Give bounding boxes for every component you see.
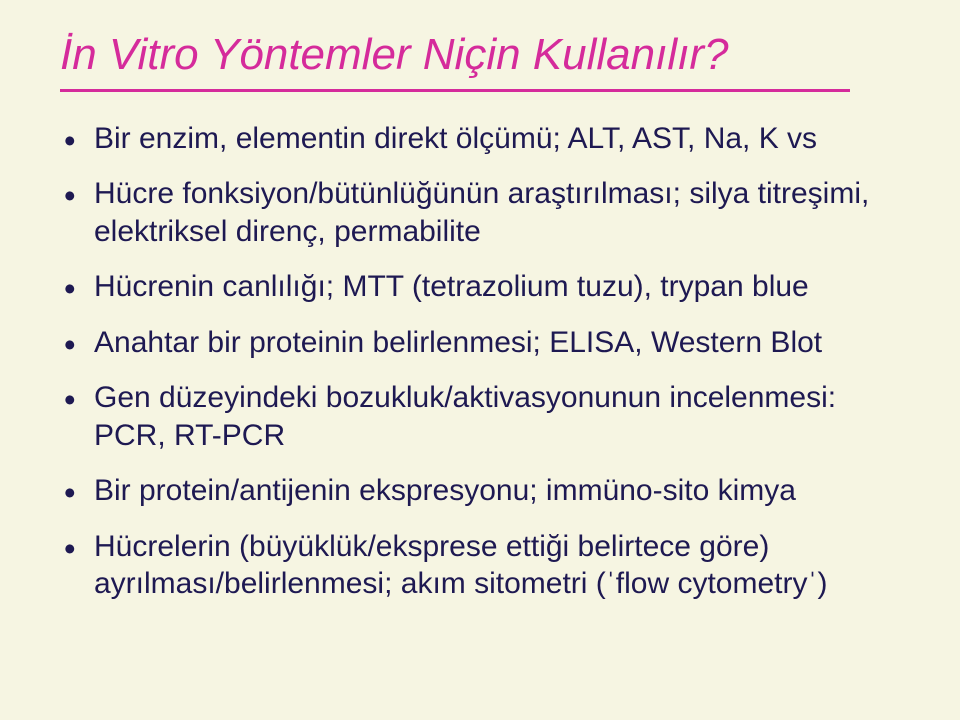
title-rule	[60, 89, 850, 92]
list-item: Gen düzeyindeki bozukluk/aktivasyonunun …	[60, 379, 910, 454]
slide-title: İn Vitro Yöntemler Niçin Kullanılır?	[60, 30, 910, 81]
slide: İn Vitro Yöntemler Niçin Kullanılır? Bir…	[0, 0, 960, 720]
list-item: Hücrenin canlılığı; MTT (tetrazolium tuz…	[60, 268, 910, 306]
list-item: Bir enzim, elementin direkt ölçümü; ALT,…	[60, 120, 910, 158]
list-item: Bir protein/antijenin ekspresyonu; immün…	[60, 472, 910, 510]
list-item: Hücre fonksiyon/bütünlüğünün araştırılma…	[60, 175, 910, 250]
bullet-list: Bir enzim, elementin direkt ölçümü; ALT,…	[60, 120, 910, 603]
list-item: Hücrelerin (büyüklük/eksprese ettiği bel…	[60, 528, 910, 603]
list-item: Anahtar bir proteinin belirlenmesi; ELIS…	[60, 324, 910, 362]
